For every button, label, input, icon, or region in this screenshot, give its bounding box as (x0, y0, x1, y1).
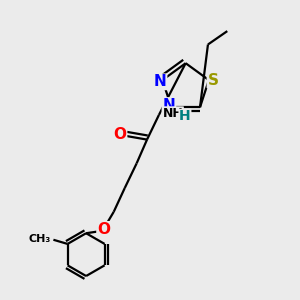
Text: O: O (113, 127, 127, 142)
Text: S: S (208, 73, 218, 88)
Text: H: H (179, 110, 191, 123)
Text: CH₃: CH₃ (28, 234, 50, 244)
Text: NH: NH (163, 107, 183, 120)
Text: N: N (154, 74, 166, 89)
Text: N: N (163, 98, 175, 113)
Text: O: O (97, 222, 110, 237)
